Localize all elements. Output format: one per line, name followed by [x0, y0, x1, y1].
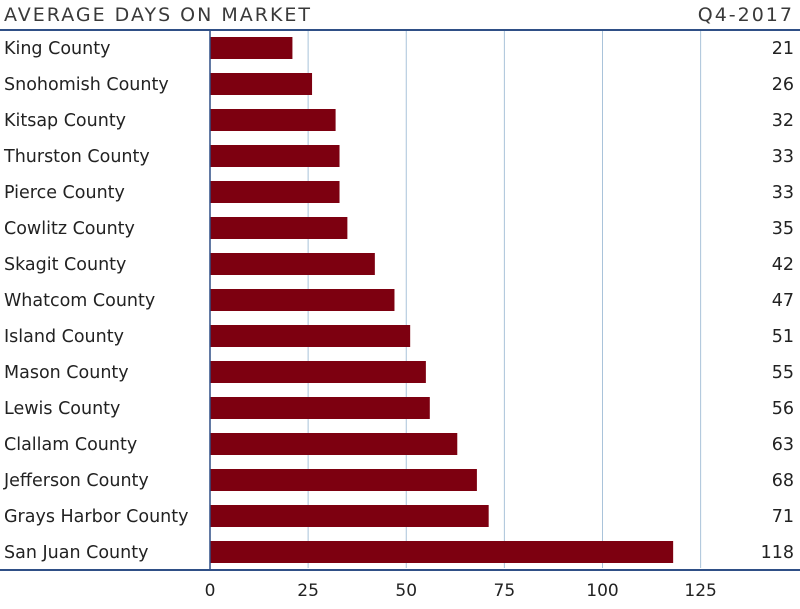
category-label: Pierce County	[4, 183, 125, 203]
bar	[210, 361, 426, 383]
bar	[210, 325, 411, 347]
x-tick-label: 125	[684, 581, 716, 601]
x-tick-label: 100	[586, 581, 618, 601]
bar	[210, 469, 477, 491]
category-label: Kitsap County	[4, 111, 126, 131]
bar	[210, 289, 395, 311]
bar	[210, 505, 489, 527]
value-label: 63	[772, 435, 794, 455]
chart-period: Q4-2017	[698, 4, 794, 26]
x-tick-label: 50	[395, 581, 417, 601]
value-label: 51	[772, 327, 794, 347]
category-label: Grays Harbor County	[4, 507, 189, 527]
chart-header: AVERAGE DAYS ON MARKET Q4-2017	[0, 4, 800, 31]
bar	[210, 109, 336, 131]
x-tick-labels: 0 25 50 75 100 125	[205, 581, 717, 601]
category-label: Clallam County	[4, 435, 137, 455]
value-label: 68	[772, 471, 794, 491]
bar	[210, 253, 375, 275]
bar	[210, 217, 348, 239]
category-label: Whatcom County	[4, 291, 155, 311]
value-label: 35	[772, 219, 794, 239]
category-label: Cowlitz County	[4, 219, 135, 239]
category-label: King County	[4, 39, 110, 59]
category-labels: King County Snohomish County Kitsap County…	[3, 39, 189, 563]
category-label: San Juan County	[4, 543, 148, 563]
bar	[210, 73, 313, 95]
value-label: 42	[772, 255, 794, 275]
bars	[210, 37, 674, 563]
category-label: Jefferson County	[3, 471, 149, 491]
bar	[210, 37, 293, 59]
bar	[210, 181, 340, 203]
bar	[210, 145, 340, 167]
x-tick-label: 25	[297, 581, 319, 601]
value-label: 118	[761, 543, 794, 563]
category-label: Skagit County	[4, 255, 126, 275]
value-label: 26	[772, 75, 794, 95]
axes	[0, 31, 800, 571]
value-label: 21	[772, 39, 794, 59]
bar	[210, 541, 674, 563]
value-labels: 21 26 32 33 33 35 42 47 51 55 56 63 68 71 118	[761, 39, 794, 563]
category-label: Island County	[4, 327, 124, 347]
bar	[210, 433, 458, 455]
category-label: Thurston County	[3, 147, 150, 167]
category-label: Snohomish County	[4, 75, 169, 95]
x-tick-label: 0	[205, 581, 216, 601]
value-label: 33	[772, 183, 794, 203]
value-label: 55	[772, 363, 794, 383]
chart-title: AVERAGE DAYS ON MARKET	[4, 4, 312, 26]
value-label: 56	[772, 399, 794, 419]
category-label: Mason County	[4, 363, 129, 383]
value-label: 47	[772, 291, 794, 311]
category-label: Lewis County	[4, 399, 120, 419]
value-label: 33	[772, 147, 794, 167]
x-tick-label: 75	[494, 581, 516, 601]
value-label: 32	[772, 111, 794, 131]
bar	[210, 397, 430, 419]
value-label: 71	[772, 507, 794, 527]
